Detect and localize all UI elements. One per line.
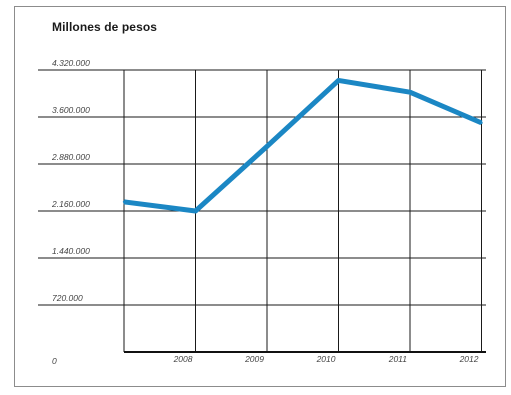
series-layer: [122, 77, 483, 214]
y-tick-label: 2.880.000: [51, 152, 90, 162]
chart-title: Millones de pesos: [52, 20, 158, 34]
data-point: [337, 79, 340, 82]
x-tick-label: 2012: [459, 354, 479, 364]
x-tick-label: 2008: [173, 354, 193, 364]
y-tick-label: 1.440.000: [52, 246, 90, 256]
x-tick-labels: 2008 2009 2010 2011 2012: [173, 354, 479, 364]
data-point: [408, 90, 412, 94]
y-tick-label: 2.160.000: [51, 199, 90, 209]
x-tick-label: 2009: [244, 354, 264, 364]
data-point: [194, 209, 197, 213]
y-tick-label: 720.000: [52, 293, 83, 303]
x-tick-label: 2011: [388, 354, 408, 364]
y-tick-label: 4.320.000: [52, 58, 90, 68]
y-tick-label: 0: [52, 356, 57, 366]
series-line: [123, 77, 483, 214]
data-point: [480, 121, 483, 125]
y-tick-label: 3.600.000: [52, 105, 90, 115]
data-point: [265, 145, 269, 148]
x-tick-label: 2010: [316, 354, 336, 364]
data-point: [122, 200, 126, 204]
grid-lines: [38, 69, 486, 353]
y-tick-labels: 0 720.000 1.440.000 2.160.000 2.880.000 3.600…: [51, 58, 90, 366]
